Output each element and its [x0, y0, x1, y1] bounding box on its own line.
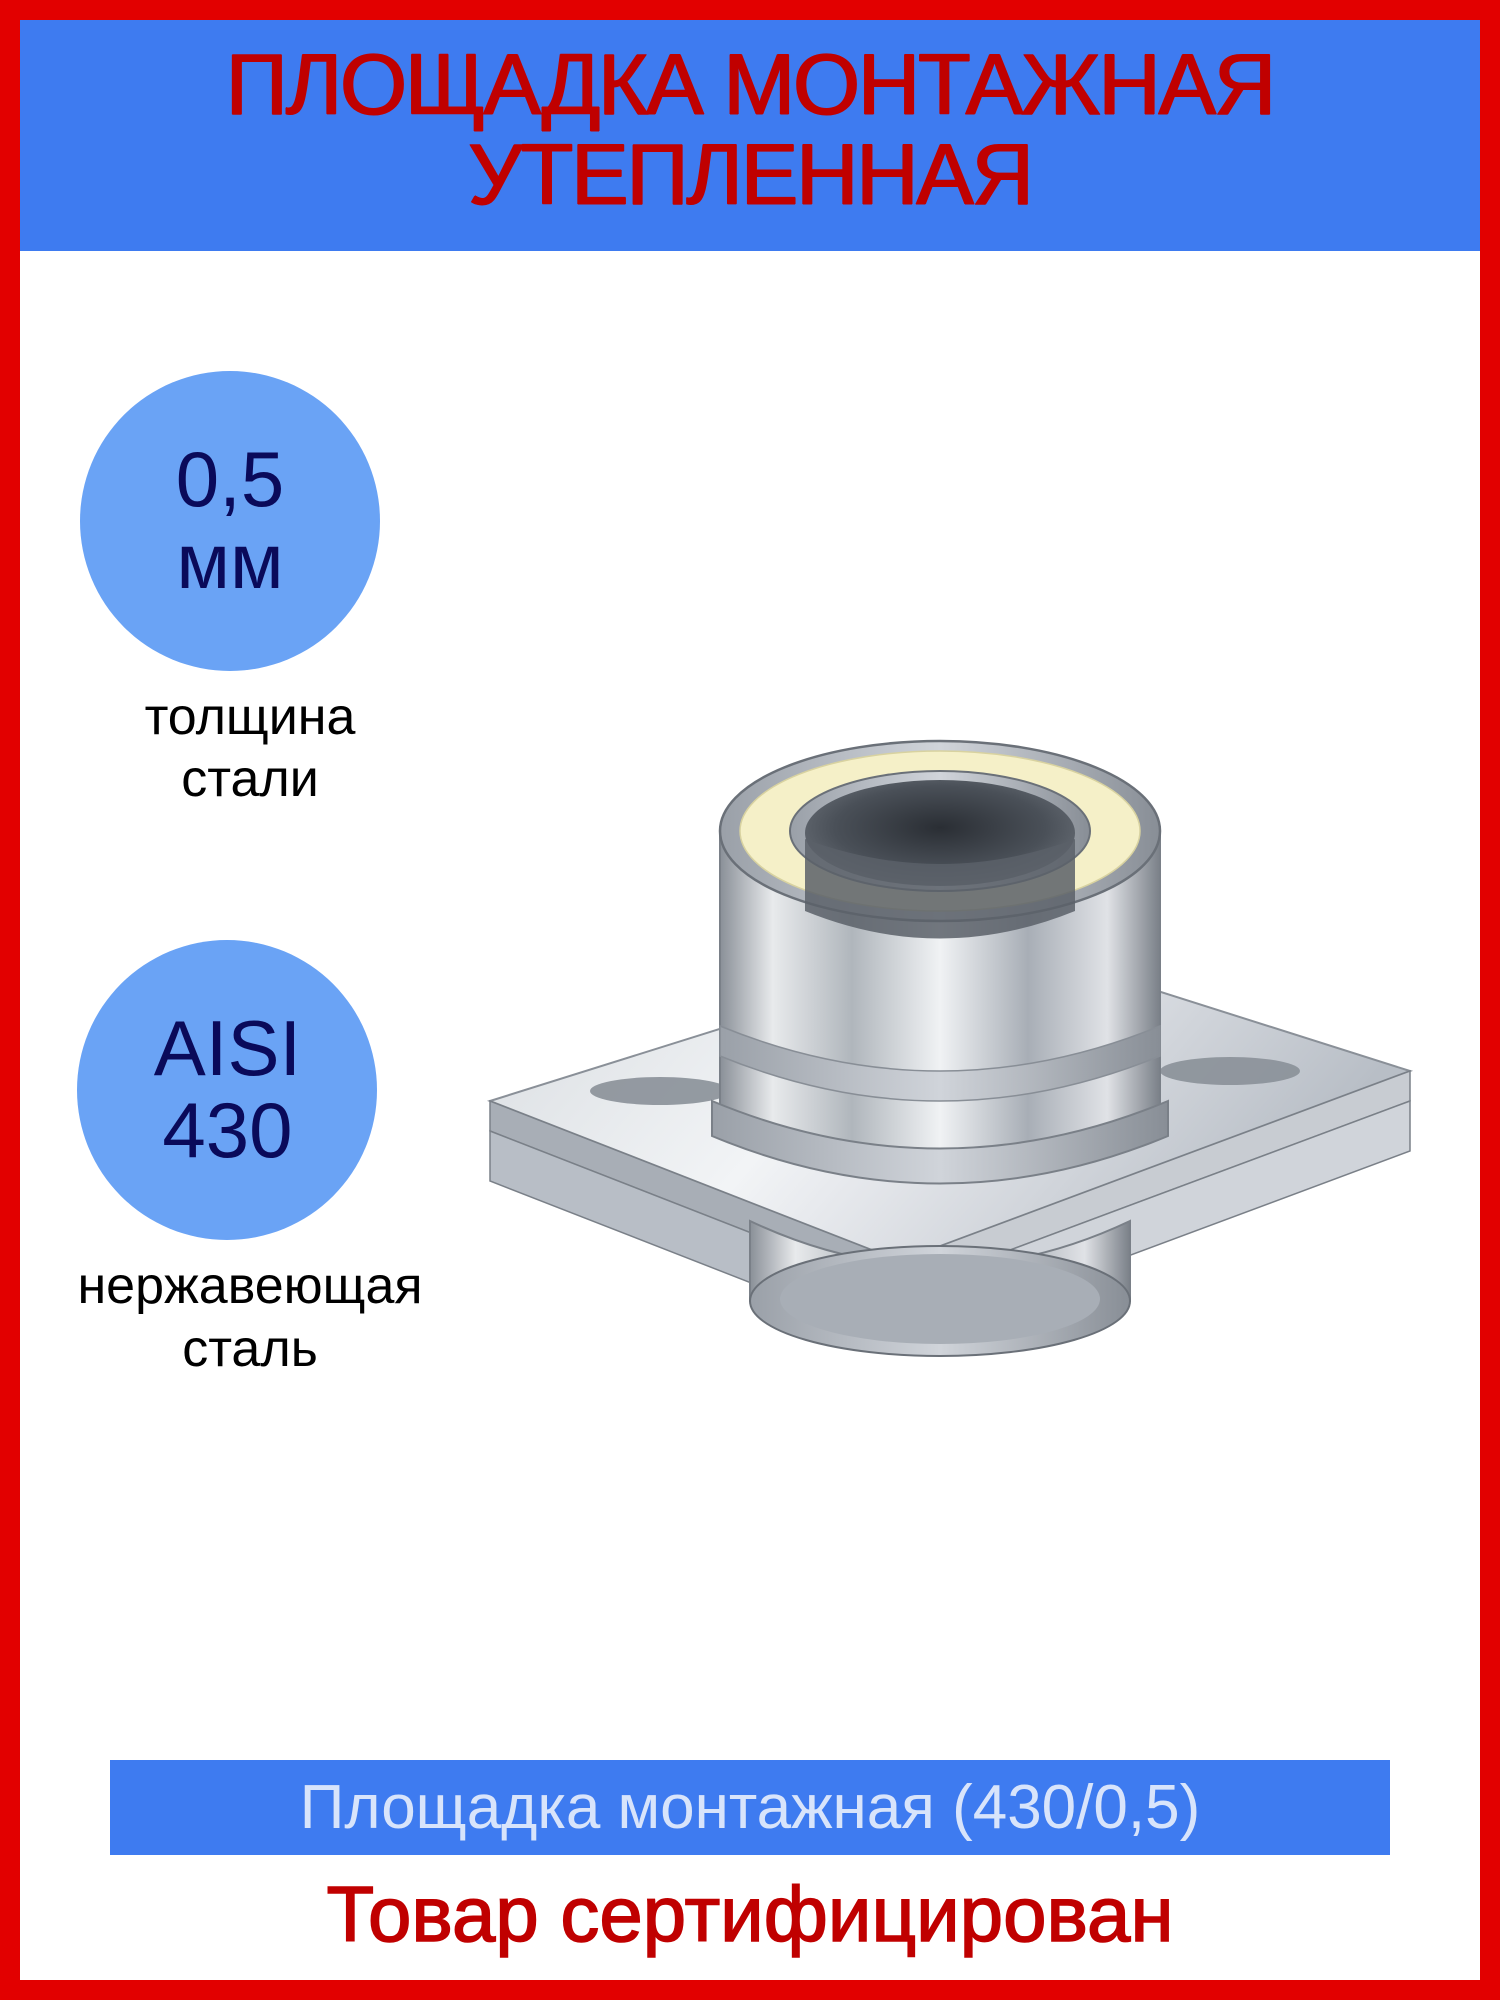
- steel-grade-number: 430: [162, 1090, 292, 1172]
- thickness-label: толщина стали: [80, 686, 420, 811]
- header-line1: ПЛОЩАДКА МОНТАЖНАЯ: [226, 37, 1274, 133]
- steel-label-line2: сталь: [182, 1320, 318, 1378]
- product-card-frame: ПЛОЩАДКА МОНТАЖНАЯ УТЕПЛЕННАЯ 0,5 мм тол…: [0, 0, 1500, 2000]
- content-area: 0,5 мм толщина стали AISI 430 нержавеюща…: [20, 251, 1480, 1781]
- steel-label-line1: нержавеющая: [77, 1257, 422, 1315]
- steel-badge: AISI 430: [77, 940, 377, 1240]
- header-band: ПЛОЩАДКА МОНТАЖНАЯ УТЕПЛЕННАЯ: [20, 20, 1480, 251]
- certified-label: Товар сертифицирован: [326, 1870, 1173, 1958]
- product-illustration: [440, 581, 1440, 1481]
- badge-group-steel: AISI 430 нержавеющая сталь: [77, 940, 422, 1380]
- header-line2: УТЕПЛЕННАЯ: [468, 127, 1032, 223]
- spec-text: Площадка монтажная (430/0,5): [300, 1773, 1200, 1842]
- thickness-badge: 0,5 мм: [80, 371, 380, 671]
- header-title: ПЛОЩАДКА МОНТАЖНАЯ УТЕПЛЕННАЯ: [20, 40, 1480, 221]
- certified-text: Товар сертифицирован: [20, 1869, 1480, 1960]
- thickness-unit: мм: [176, 521, 283, 603]
- spec-band: Площадка монтажная (430/0,5): [110, 1760, 1390, 1855]
- thickness-value: 0,5: [176, 439, 284, 521]
- steel-label: нержавеющая сталь: [77, 1255, 422, 1380]
- badge-group-thickness: 0,5 мм толщина стали: [80, 371, 420, 811]
- badge-column: 0,5 мм толщина стали AISI 430 нержавеюща…: [80, 371, 420, 1381]
- steel-grade-prefix: AISI: [154, 1008, 301, 1090]
